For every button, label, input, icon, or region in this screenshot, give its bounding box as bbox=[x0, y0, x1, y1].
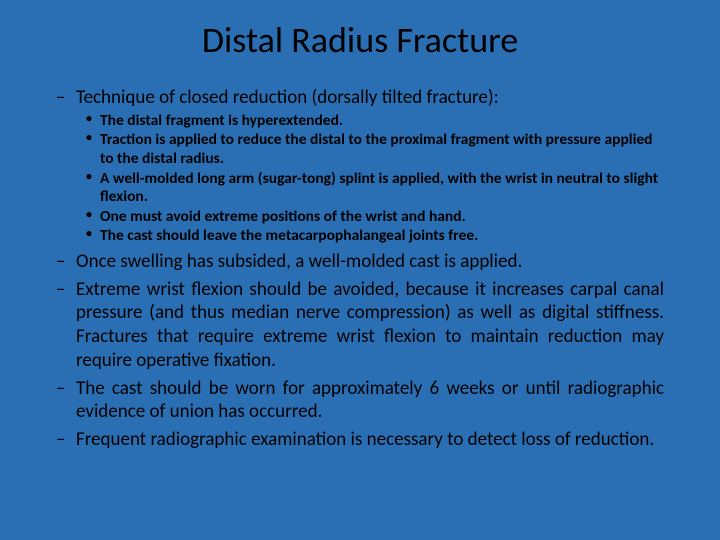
list-item: The distal fragment is hyperextended. bbox=[100, 112, 664, 131]
bullet-list-level2: The distal fragment is hyperextended. Tr… bbox=[76, 112, 664, 246]
bullet-list-level1: Technique of closed reduction (dorsally … bbox=[48, 86, 672, 452]
list-item-text: Traction is applied to reduce the distal… bbox=[100, 130, 653, 168]
list-item-text: A well-molded long arm (sugar-tong) spli… bbox=[100, 169, 658, 207]
list-item-text: Frequent radiographic examination is nec… bbox=[76, 428, 654, 451]
list-item: A well-molded long arm (sugar-tong) spli… bbox=[100, 170, 664, 207]
list-item-text: The cast should leave the metacarpophala… bbox=[100, 226, 478, 245]
slide-title: Distal Radius Fracture bbox=[48, 18, 672, 62]
list-item: Once swelling has subsided, a well-molde… bbox=[76, 250, 664, 274]
list-item: The cast should leave the metacarpophala… bbox=[100, 227, 664, 246]
list-item: Frequent radiographic examination is nec… bbox=[76, 428, 664, 452]
list-item-text: One must avoid extreme positions of the … bbox=[100, 207, 466, 226]
list-item-text: Once swelling has subsided, a well-molde… bbox=[76, 250, 522, 273]
list-item: The cast should be worn for approximatel… bbox=[76, 377, 664, 425]
list-item-text: Extreme wrist flexion should be avoided,… bbox=[76, 278, 664, 372]
list-item: Traction is applied to reduce the distal… bbox=[100, 131, 664, 168]
list-item-text: The cast should be worn for approximatel… bbox=[76, 377, 664, 424]
list-item: Technique of closed reduction (dorsally … bbox=[76, 86, 664, 246]
list-item-text: The distal fragment is hyperextended. bbox=[100, 111, 343, 130]
list-item: One must avoid extreme positions of the … bbox=[100, 208, 664, 227]
slide-container: Distal Radius Fracture Technique of clos… bbox=[0, 0, 720, 540]
list-item: Extreme wrist flexion should be avoided,… bbox=[76, 278, 664, 373]
list-item-text: Technique of closed reduction (dorsally … bbox=[76, 86, 499, 109]
